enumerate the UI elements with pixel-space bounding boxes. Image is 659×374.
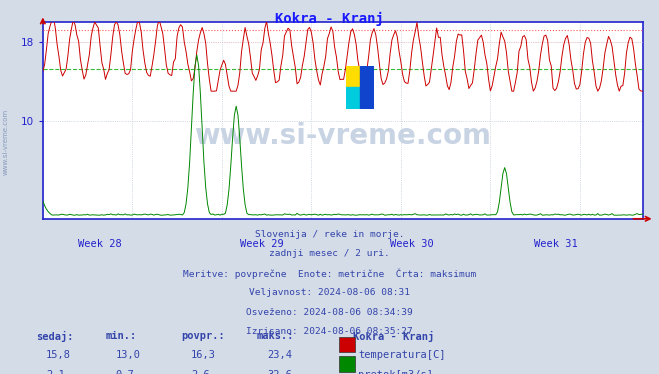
Text: www.si-vreme.com: www.si-vreme.com — [2, 109, 9, 175]
Text: Kokra - Kranj: Kokra - Kranj — [275, 12, 384, 26]
Text: Veljavnost: 2024-08-06 08:31: Veljavnost: 2024-08-06 08:31 — [249, 288, 410, 297]
Text: zadnji mesec / 2 uri.: zadnji mesec / 2 uri. — [269, 249, 390, 258]
Bar — [346, 66, 360, 87]
Text: 0,7: 0,7 — [115, 370, 134, 374]
Bar — [346, 87, 360, 109]
Text: Week 31: Week 31 — [534, 239, 577, 249]
Text: 13,0: 13,0 — [115, 350, 140, 361]
Text: www.si-vreme.com: www.si-vreme.com — [194, 122, 491, 150]
Bar — [360, 66, 374, 109]
Text: 23,4: 23,4 — [267, 350, 292, 361]
Text: Izrisano: 2024-08-06 08:35:27: Izrisano: 2024-08-06 08:35:27 — [246, 327, 413, 336]
Text: maks.:: maks.: — [257, 331, 295, 341]
Text: Meritve: povprečne  Enote: metrične  Črta: maksimum: Meritve: povprečne Enote: metrične Črta:… — [183, 269, 476, 279]
Text: Osveženo: 2024-08-06 08:34:39: Osveženo: 2024-08-06 08:34:39 — [246, 308, 413, 317]
Text: 15,8: 15,8 — [46, 350, 71, 361]
Text: Week 30: Week 30 — [389, 239, 434, 249]
Text: Slovenija / reke in morje.: Slovenija / reke in morje. — [255, 230, 404, 239]
Text: Kokra - Kranj: Kokra - Kranj — [353, 331, 434, 342]
Text: sedaj:: sedaj: — [36, 331, 74, 342]
Text: temperatura[C]: temperatura[C] — [358, 350, 446, 361]
Text: pretok[m3/s]: pretok[m3/s] — [358, 370, 434, 374]
Text: Week 29: Week 29 — [240, 239, 283, 249]
Text: 32,6: 32,6 — [267, 370, 292, 374]
Text: Week 28: Week 28 — [78, 239, 122, 249]
Text: 16,3: 16,3 — [191, 350, 216, 361]
Text: povpr.:: povpr.: — [181, 331, 225, 341]
Text: min.:: min.: — [105, 331, 136, 341]
Text: 2,6: 2,6 — [191, 370, 210, 374]
Text: 2,1: 2,1 — [46, 370, 65, 374]
